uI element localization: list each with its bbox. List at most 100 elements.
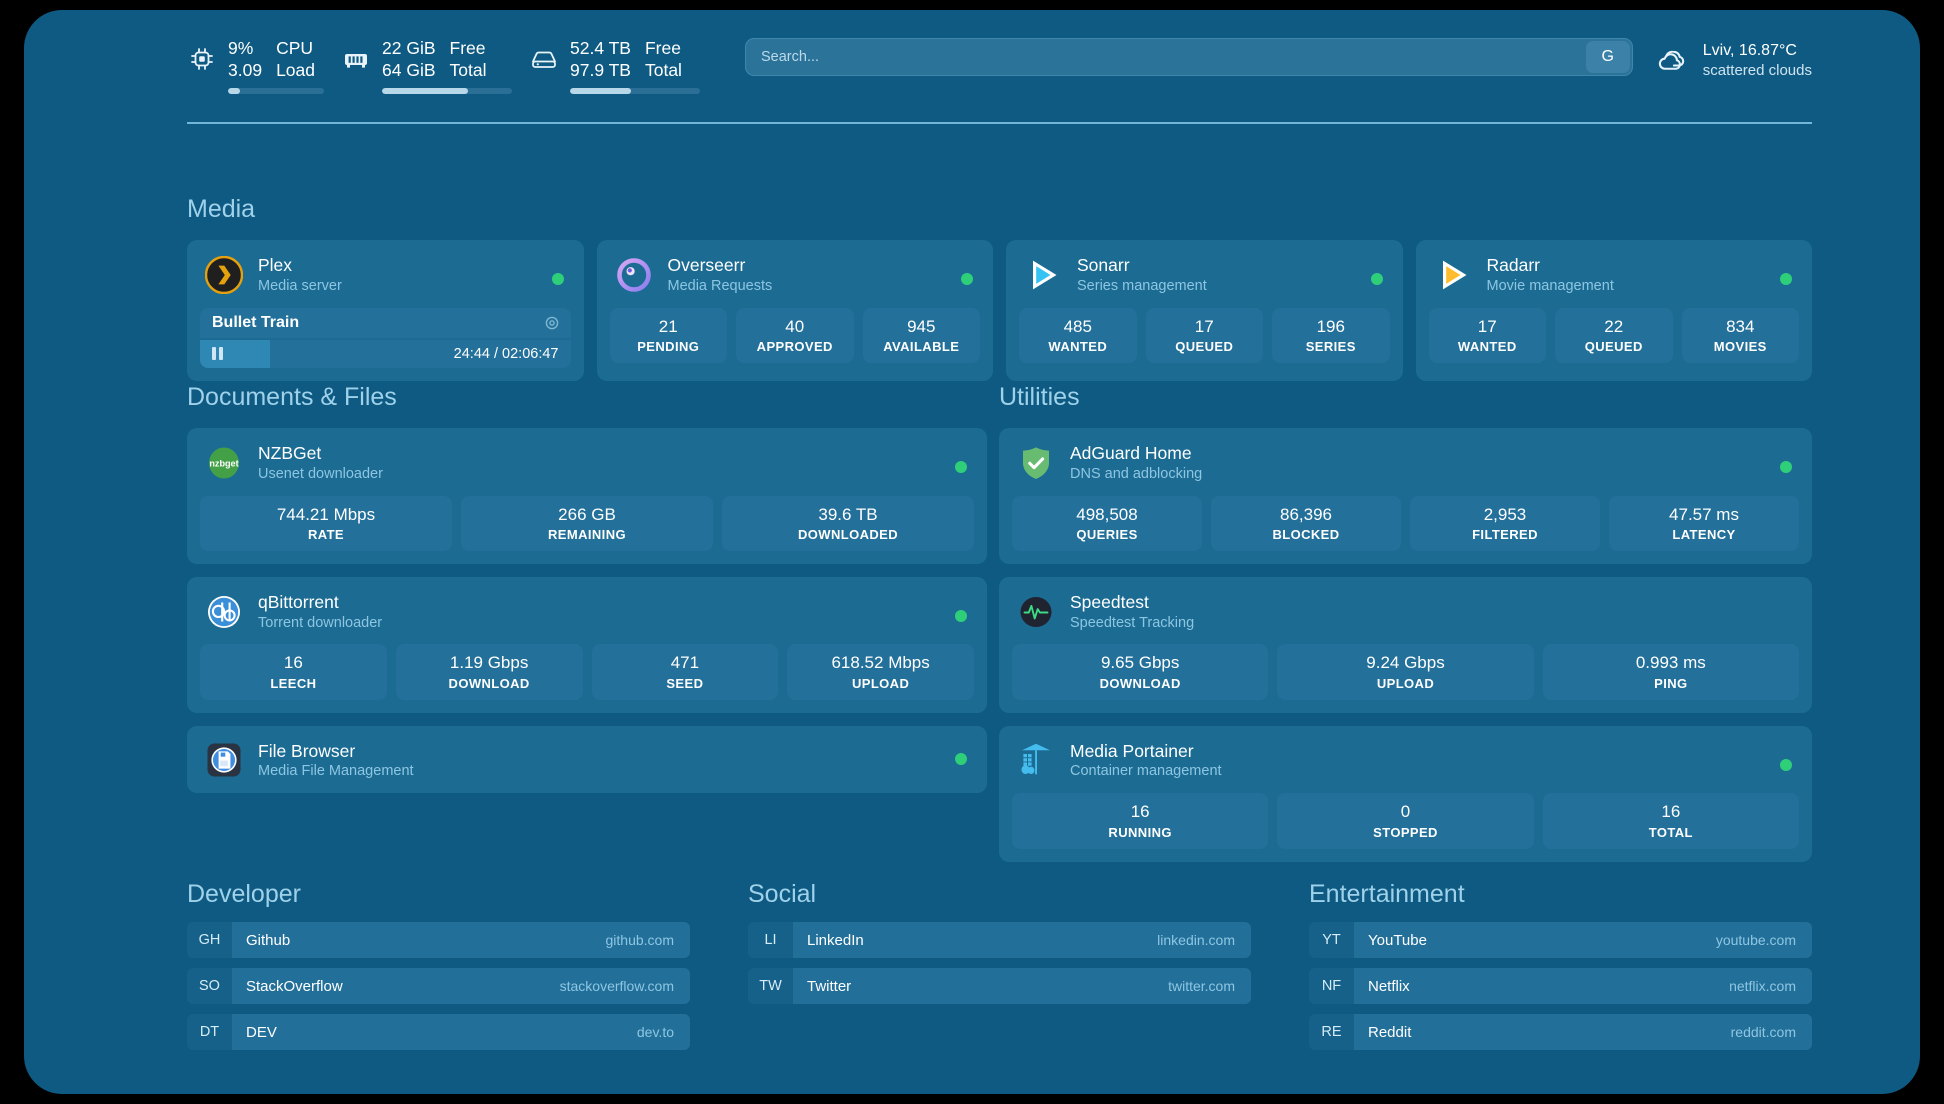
weather-location-temp: Lviv, 16.87°C [1702,42,1797,59]
stat-values: 9% 3.09 CPU Load [228,38,324,81]
bookmark-item[interactable]: LI LinkedIn linkedin.com [748,922,1251,958]
card-stats: 498,508 QUERIES 86,396 BLOCKED 2,953 FILTERED… [999,495,1812,564]
bookmark-item[interactable]: RE Reddit reddit.com [1309,1014,1812,1050]
status-indicator [955,461,967,473]
stat-tile[interactable]: 498,508 QUERIES [1012,495,1202,551]
stat-tile[interactable]: 47.57 ms LATENCY [1609,495,1799,551]
stat-value-primary: 52.4 TB [570,38,631,58]
status-indicator [1370,273,1383,285]
pause-icon[interactable] [212,347,226,361]
search-engine-button[interactable]: G [1585,41,1630,73]
service-card-radarr[interactable]: Radarr Movie management 17 WANTED 22 QUEUED 83… [1415,240,1812,381]
stat-value-primary: 22 GiB [382,38,436,58]
bookmark-item[interactable]: TW Twitter twitter.com [748,968,1251,1004]
stat-number: 22 [1604,316,1624,336]
stat-tile[interactable]: 196 SERIES [1272,307,1390,363]
stat-tile[interactable]: 21 PENDING [609,307,727,363]
playback-row[interactable]: 24:44 / 02:06:47 [200,339,571,368]
stat-tile[interactable]: 744.21 Mbps RATE [200,495,452,551]
stat-caption: PING [1654,675,1688,691]
stat-label-secondary: Total [644,59,682,80]
stat-numbers: 22 GiB 64 GiB [382,38,436,81]
stat-tile[interactable]: 16 TOTAL [1542,793,1799,849]
bookmark-item[interactable]: GH Github github.com [187,922,690,958]
header-divider [187,122,1812,124]
stat-tile[interactable]: 17 WANTED [1428,307,1546,363]
weather-text: Lviv, 16.87°C scattered clouds [1703,40,1812,81]
stat-value-secondary: 64 GiB [382,59,436,80]
stat-value-primary: 9% [228,38,254,58]
bookmark-body: DEV dev.to [232,1014,690,1050]
stat-usage-bar [228,88,324,95]
bookmark-item[interactable]: NF Netflix netflix.com [1309,968,1812,1004]
stat-number: 618.52 Mbps [831,653,930,673]
service-description: Media File Management [258,763,414,780]
stat-tile[interactable]: 16 RUNNING [1012,793,1269,849]
stat-tile[interactable]: 485 WANTED [1019,307,1137,363]
stat-tile[interactable]: 2,953 FILTERED [1410,495,1600,551]
stat-tile[interactable]: 17 QUEUED [1145,307,1263,363]
stat-tile[interactable]: 618.52 Mbps UPLOAD [787,644,974,700]
stat-number: 945 [907,316,936,336]
search-input[interactable]: Search... G [745,38,1633,76]
weather-widget: Lviv, 16.87°C scattered clouds [1653,40,1812,81]
search-placeholder: Search... [761,49,820,65]
stat-number: 485 [1063,316,1092,336]
service-description: Media server [258,277,342,294]
service-name: Radarr [1486,255,1541,275]
service-description: Usenet downloader [258,465,383,482]
bookmark-name: Netflix [1368,977,1410,995]
stat-tile[interactable]: 9.65 Gbps DOWNLOAD [1012,644,1269,700]
stat-caption: LEECH [270,675,317,691]
service-card-nzbget[interactable]: nzbget NZBGet Usenet downloader 744.21 Mbps… [187,428,987,564]
dashboard-page: 9% 3.09 CPU Load 22 GiB 64 GiB Free Total 52.4 T… [24,10,1920,1094]
service-card-adguard-home[interactable]: AdGuard Home DNS and adblocking 498,508 QUE… [999,428,1812,564]
stat-caption: SERIES [1305,338,1356,354]
status-indicator [1780,273,1792,285]
stat-body: 9% 3.09 CPU Load [228,38,324,95]
service-card-qbittorrent[interactable]: qBittorrent Torrent downloader 16 LEECH 1.19… [187,576,987,713]
stat-caption: SEED [666,675,704,691]
stat-tile[interactable]: 40 APPROVED [736,307,854,363]
service-card-speedtest[interactable]: Speedtest Speedtest Tracking 9.65 Gbps DOWN… [999,576,1812,713]
service-description: Speedtest Tracking [1070,614,1195,631]
stat-tile[interactable]: 22 QUEUED [1555,307,1673,363]
cpu-icon [187,44,217,74]
card-title-block: Overseerr Media Requests [668,254,773,296]
stat-tile[interactable]: 834 MOVIES [1681,307,1799,363]
stat-tile[interactable]: 9.24 Gbps UPLOAD [1277,644,1534,700]
stat-value-secondary: 97.9 TB [570,59,631,80]
service-card-overseerr[interactable]: Overseerr Media Requests 21 PENDING 40 APPROV… [596,240,993,381]
card-title-block: AdGuard Home DNS and adblocking [1070,442,1202,484]
stat-label-primary: CPU [276,38,314,58]
stat-tile[interactable]: 945 AVAILABLE [862,307,980,363]
service-card-file-browser[interactable]: File Browser Media File Management [187,725,987,794]
card-header: File Browser Media File Management [187,726,987,794]
stat-tile[interactable]: 0 STOPPED [1277,793,1534,849]
bookmark-body: Github github.com [232,922,690,958]
stat-tile[interactable]: 266 GB REMAINING [461,495,713,551]
bookmark-item[interactable]: SO StackOverflow stackoverflow.com [187,968,690,1004]
stat-tile[interactable]: 16 LEECH [200,644,387,700]
status-indicator [961,273,973,285]
stat-tile[interactable]: 0.993 ms PING [1542,644,1799,700]
stat-tile[interactable]: 86,396 BLOCKED [1211,495,1401,551]
system-stat-cpu: 9% 3.09 CPU Load [187,38,324,95]
disk-icon [529,44,559,74]
media-section-title: Media [187,195,256,223]
service-card-plex[interactable]: Plex Media server Bullet Train 24:44 / 02:0… [187,240,584,381]
bookmark-url: netflix.com [1729,978,1796,994]
bookmark-item[interactable]: DT DEV dev.to [187,1014,690,1050]
stat-tile[interactable]: 471 SEED [591,644,779,700]
bookmark-item[interactable]: YT YouTube youtube.com [1309,922,1812,958]
gear-icon[interactable] [544,315,560,331]
stat-tile[interactable]: 1.19 Gbps DOWNLOAD [395,644,583,700]
service-card-media-portainer[interactable]: Media Portainer Container management 16 RUN… [999,725,1812,862]
stat-tile[interactable]: 39.6 TB DOWNLOADED [722,495,974,551]
nzbget-icon: nzbget [205,444,243,482]
stat-number: 21 [658,316,678,336]
stat-label-primary: Free [449,38,486,58]
stat-labels: Free Total [645,38,682,81]
service-card-sonarr[interactable]: Sonarr Series management 485 WANTED 17 QUEUED… [1006,240,1403,381]
